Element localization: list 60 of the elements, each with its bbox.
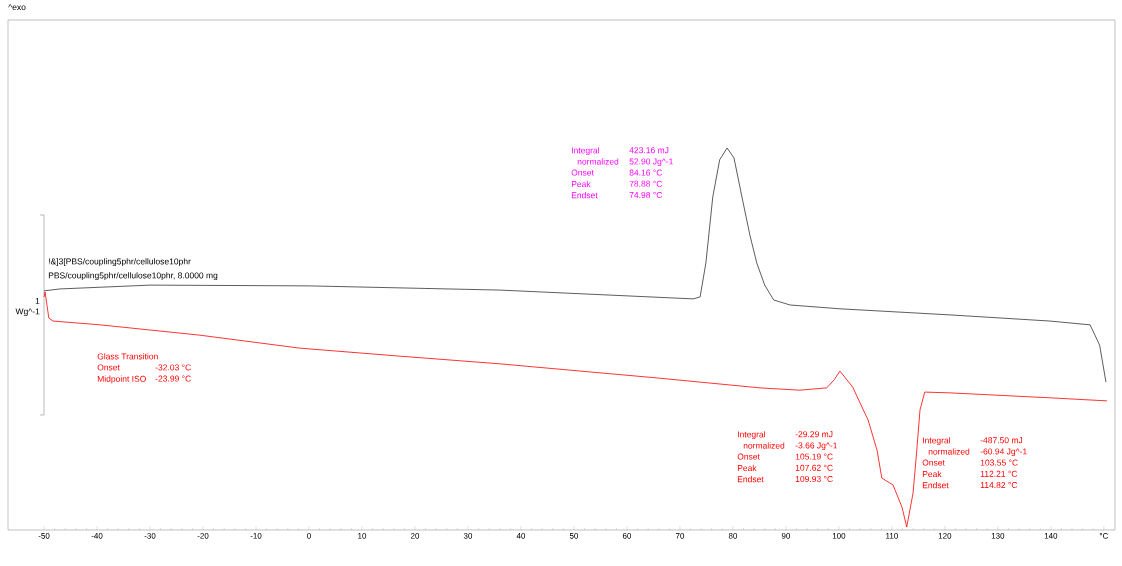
annotation: Onset: [922, 459, 945, 466]
annotation: 109.93 °C: [795, 476, 833, 483]
x-tick-label: 90: [781, 533, 791, 539]
annotation: -60.94 Jg^-1: [980, 448, 1027, 457]
x-tick-label: -40: [91, 533, 103, 539]
annotation: -3.66 Jg^-1: [795, 442, 838, 451]
x-tick-label: 30: [463, 533, 473, 539]
annotation: -23.99 °C: [155, 375, 191, 382]
annotation: 74.98 °C: [629, 192, 663, 199]
annotation: 114.82 °C: [980, 482, 1018, 489]
annotation: Peak: [571, 180, 591, 188]
y-axis-title: 1 Wg^-1: [15, 297, 40, 317]
annotation: PBS/coupling5phr/cellulose10phr, 8.0000 mg: [48, 272, 218, 281]
annotation: normalized: [928, 448, 970, 455]
x-tick-label: 130: [991, 533, 1005, 539]
annotation: Endset: [737, 475, 764, 483]
annotation: normalized: [743, 442, 785, 449]
x-tick-label: 140: [1044, 533, 1058, 539]
annotation: Onset: [737, 453, 760, 460]
x-tick-label: 100: [832, 533, 846, 539]
annotation: !&]3[PBS/coupling5phr/cellulose10phr: [48, 258, 191, 267]
annotation: Integral: [922, 437, 950, 446]
annotation: Peak: [922, 470, 942, 478]
annotation: -32.03 °C: [155, 364, 191, 371]
annotation: 103.55 °C: [980, 459, 1018, 466]
annotation: normalized: [577, 158, 619, 165]
x-tick-label: 70: [675, 533, 685, 539]
x-tick-label: 50: [569, 533, 579, 539]
x-tick-label: 20: [410, 533, 420, 539]
annotation: 107.62 °C: [795, 464, 833, 471]
annotation: 52.90 Jg^-1: [629, 158, 673, 167]
x-tick-label: 60: [622, 533, 632, 539]
annotation: Midpoint ISO: [97, 375, 146, 384]
x-tick-label: 40: [516, 533, 526, 539]
x-tick-label: 10: [358, 533, 367, 539]
annotation: 84.16 °C: [629, 169, 663, 176]
annotation: 112.21 °C: [980, 470, 1018, 477]
annotation: 78.88 °C: [629, 180, 663, 187]
annotation: Endset: [571, 191, 598, 199]
annotation: -487.50 mJ: [980, 437, 1023, 444]
x-tick-label: °C: [1099, 533, 1109, 539]
annotation: Integral: [571, 147, 599, 156]
annotation: Onset: [571, 169, 594, 176]
annotation: 105.19 °C: [795, 453, 833, 460]
x-tick-label: 0: [307, 533, 311, 539]
x-tick-label: 80: [728, 533, 738, 539]
annotation: 423.16 mJ: [629, 147, 669, 154]
text: ^exo: [8, 4, 26, 11]
annotation: -29.29 mJ: [795, 431, 833, 438]
x-tick-label: -30: [144, 533, 156, 539]
annotation: Peak: [737, 464, 757, 472]
annotation: Glass Transition: [97, 353, 158, 360]
annotation: Integral: [737, 431, 765, 440]
x-tick-label: 120: [938, 533, 952, 539]
annotation: Onset: [97, 364, 120, 371]
x-tick-label: -10: [250, 533, 262, 539]
x-tick-label: -20: [197, 533, 209, 539]
annotation: Endset: [922, 482, 949, 489]
x-tick-label: 110: [886, 533, 898, 539]
x-tick-label: -50: [38, 533, 50, 539]
